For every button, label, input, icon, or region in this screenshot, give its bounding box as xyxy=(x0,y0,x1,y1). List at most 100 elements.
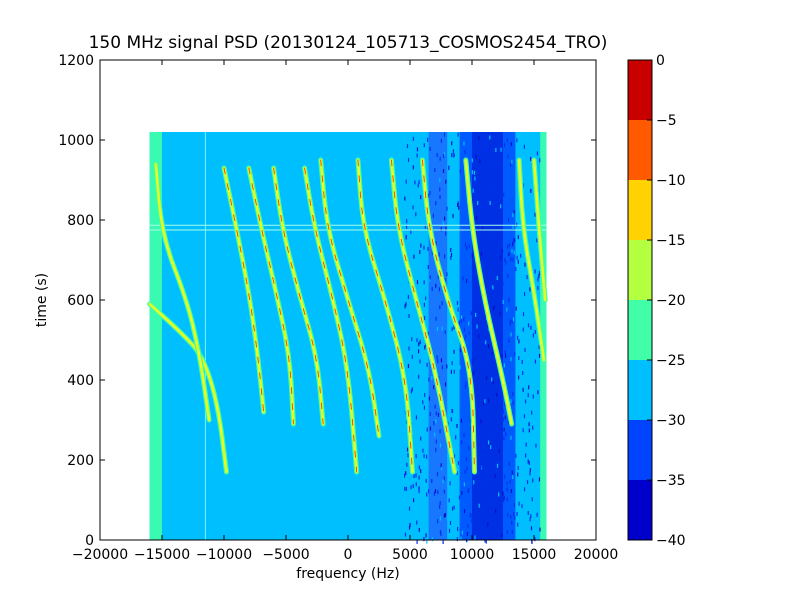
noise-speckle xyxy=(424,393,426,398)
signal-trace xyxy=(148,302,228,474)
noise-speckle xyxy=(424,293,426,298)
noise-speckle xyxy=(451,153,453,158)
noise-speckle xyxy=(446,272,448,277)
noise-speckle xyxy=(453,474,455,479)
signal-trace xyxy=(517,158,546,362)
noise-speckle xyxy=(457,307,459,312)
noise-speckle xyxy=(475,154,477,159)
noise-speckle xyxy=(531,497,533,502)
noise-speckle xyxy=(426,454,428,459)
noise-speckle xyxy=(538,348,540,353)
colorbar-tick-label: 0 xyxy=(656,53,665,69)
noise-speckle xyxy=(476,295,478,300)
noise-speckle xyxy=(490,272,492,277)
noise-speckle xyxy=(521,504,523,509)
noise-speckle xyxy=(427,264,429,269)
noise-speckle xyxy=(404,196,406,201)
noise-speckle xyxy=(515,453,517,458)
noise-speckle xyxy=(502,281,504,286)
noise-speckle xyxy=(511,159,513,164)
noise-speckle xyxy=(488,440,490,445)
noise-speckle xyxy=(484,225,486,230)
noise-speckle xyxy=(466,279,468,284)
noise-speckle xyxy=(494,473,496,478)
noise-speckle xyxy=(509,322,511,327)
noise-speckle xyxy=(503,495,505,500)
colorbar-tick-label: −20 xyxy=(656,293,686,309)
noise-speckle xyxy=(527,370,529,375)
noise-speckle xyxy=(456,391,458,396)
noise-speckle xyxy=(512,224,514,229)
noise-speckle xyxy=(496,463,499,468)
noise-speckle xyxy=(538,404,540,409)
noise-speckle xyxy=(422,448,424,453)
noise-speckle xyxy=(423,280,425,285)
noise-speckle xyxy=(534,359,537,364)
noise-speckle xyxy=(529,287,531,292)
noise-speckle xyxy=(420,469,422,474)
noise-speckle xyxy=(510,488,512,493)
noise-speckle xyxy=(512,400,514,405)
noise-speckle xyxy=(523,292,526,297)
noise-speckle xyxy=(416,509,418,514)
noise-speckle xyxy=(516,255,518,260)
noise-speckle xyxy=(450,252,453,257)
noise-speckle xyxy=(506,487,508,492)
noise-speckle xyxy=(487,522,489,527)
noise-speckle xyxy=(428,396,431,401)
noise-speckle xyxy=(451,506,454,511)
noise-speckle xyxy=(494,165,496,170)
noise-speckle xyxy=(512,242,514,247)
noise-speckle xyxy=(417,183,419,188)
noise-speckle xyxy=(489,388,491,393)
noise-speckle xyxy=(461,530,463,535)
noise-speckle xyxy=(439,443,442,448)
noise-speckle xyxy=(508,297,510,302)
noise-speckle xyxy=(455,154,458,159)
noise-speckle xyxy=(419,340,421,345)
noise-speckle xyxy=(435,316,437,321)
noise-speckle xyxy=(436,472,439,477)
signal-trace-peak xyxy=(223,167,265,413)
noise-speckle xyxy=(419,250,421,255)
noise-speckle xyxy=(408,506,411,511)
noise-speckle xyxy=(518,356,520,361)
x-tick-label: 10000 xyxy=(450,547,495,563)
noise-speckle xyxy=(434,489,437,494)
noise-speckle xyxy=(507,217,510,222)
noise-speckle xyxy=(496,471,498,476)
noise-speckle xyxy=(522,387,524,392)
noise-speckle xyxy=(416,338,418,343)
noise-speckle xyxy=(406,219,408,224)
noise-speckle xyxy=(478,177,480,182)
noise-speckle xyxy=(441,301,443,306)
noise-speckle xyxy=(534,212,536,217)
noise-speckle xyxy=(522,428,524,433)
noise-speckle xyxy=(408,525,411,530)
noise-speckle xyxy=(403,411,406,416)
noise-speckle xyxy=(537,390,539,395)
noise-speckle xyxy=(427,137,429,142)
noise-speckle xyxy=(513,209,515,214)
noise-speckle xyxy=(497,492,500,497)
noise-speckle xyxy=(416,153,418,158)
noise-speckle xyxy=(457,132,459,137)
noise-speckle xyxy=(484,538,486,543)
noise-speckle xyxy=(524,262,526,267)
noise-speckle xyxy=(500,147,502,152)
noise-speckle xyxy=(434,404,436,409)
noise-speckle xyxy=(516,222,518,227)
noise-speckle xyxy=(518,501,520,506)
noise-speckle xyxy=(510,399,512,404)
x-tick-label: −10000 xyxy=(196,547,252,563)
noise-speckle xyxy=(488,344,490,349)
noise-speckle xyxy=(506,244,509,249)
noise-speckle xyxy=(450,247,452,252)
noise-speckle xyxy=(426,492,428,497)
noise-speckle xyxy=(480,341,482,346)
noise-speckle xyxy=(426,362,428,367)
noise-speckle xyxy=(520,253,522,258)
noise-speckle xyxy=(453,369,455,374)
signal-trace xyxy=(154,162,211,422)
